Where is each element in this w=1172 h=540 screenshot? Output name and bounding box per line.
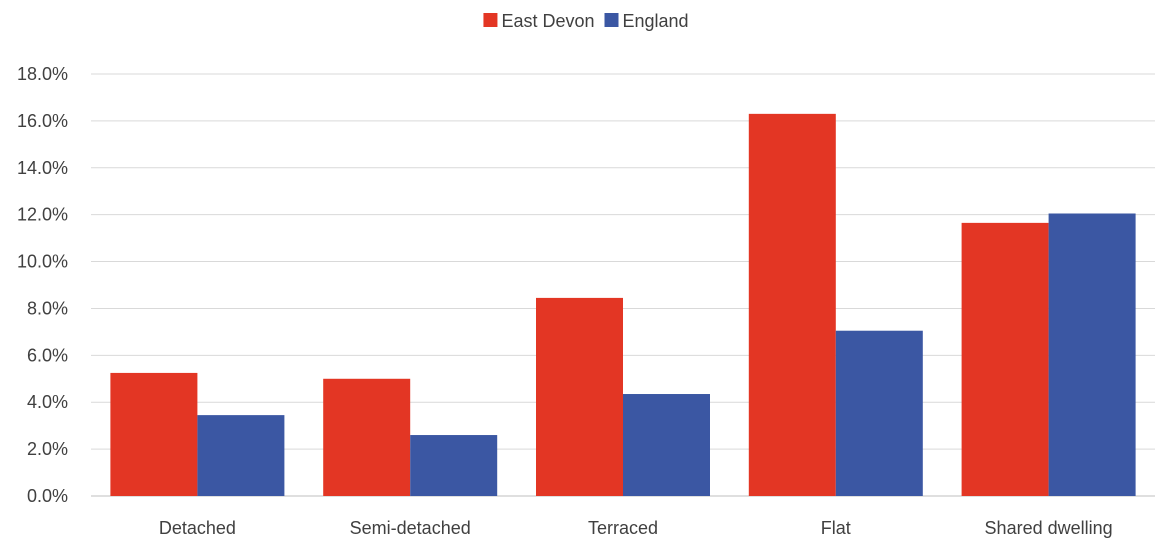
legend-item: England [604, 11, 689, 31]
bar-east-devon-terraced [536, 297, 623, 496]
y-tick-label: 8.0% [27, 298, 68, 318]
legend-item: East Devon [483, 11, 595, 31]
bar-east-devon-detached [110, 372, 198, 496]
y-tick-label: 14.0% [17, 158, 68, 178]
y-tick-label: 18.0% [17, 64, 68, 84]
x-category-label: Semi-detached [350, 518, 471, 538]
y-tick-label: 6.0% [27, 345, 68, 365]
y-tick-label: 0.0% [27, 486, 68, 506]
y-tick-label: 16.0% [17, 111, 68, 131]
bar-england-flat [835, 330, 923, 496]
legend: East Devon England [483, 11, 689, 31]
x-category-label: Terraced [588, 518, 658, 538]
legend-swatch [483, 13, 498, 27]
bar-east-devon-flat [748, 113, 836, 496]
y-tick-label: 2.0% [27, 439, 68, 459]
bars [110, 113, 1136, 496]
y-tick-label: 12.0% [17, 205, 68, 225]
bar-england-terraced [623, 394, 710, 496]
bar-england-shared-dwelling [1048, 213, 1136, 496]
legend-swatch [604, 13, 619, 27]
legend-label: England [623, 11, 689, 31]
bar-east-devon-shared-dwelling [961, 222, 1049, 496]
x-category-label: Shared dwelling [985, 518, 1113, 538]
x-category-label: Detached [159, 518, 236, 538]
x-category-label: Flat [821, 518, 851, 538]
legend-label: East Devon [501, 11, 594, 31]
y-axis: 0.0% 2.0% 4.0% 6.0% 8.0% 10.0% 12.0% 14.0% 16.0%… [17, 64, 68, 506]
bar-east-devon-semi-detached [323, 378, 411, 496]
x-axis: Detached Semi-detached Terraced Flat Shared … [159, 518, 1113, 538]
bar-england-semi-detached [410, 435, 498, 496]
y-tick-label: 10.0% [17, 252, 68, 272]
y-tick-label: 4.0% [27, 392, 68, 412]
bar-england-detached [197, 415, 285, 496]
